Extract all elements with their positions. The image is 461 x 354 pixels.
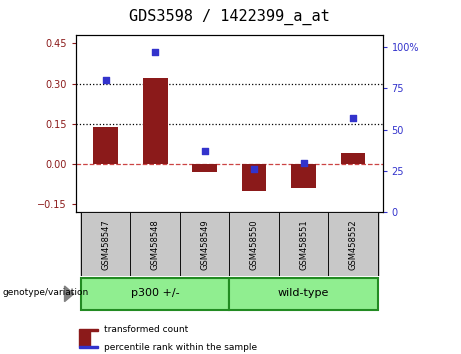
Bar bbox=[180, 212, 230, 276]
Point bbox=[102, 77, 109, 83]
Text: GSM458552: GSM458552 bbox=[349, 219, 357, 270]
Bar bbox=[242, 164, 266, 191]
Bar bbox=[79, 346, 98, 348]
Bar bbox=[291, 164, 316, 188]
Text: wild-type: wild-type bbox=[278, 288, 329, 298]
Bar bbox=[143, 78, 167, 164]
Point bbox=[201, 148, 208, 154]
Text: transformed count: transformed count bbox=[104, 325, 188, 334]
Text: GSM458551: GSM458551 bbox=[299, 219, 308, 270]
Bar bbox=[94, 127, 118, 164]
Point bbox=[152, 49, 159, 55]
Bar bbox=[230, 278, 378, 310]
Bar bbox=[81, 278, 229, 310]
Bar bbox=[192, 164, 217, 172]
Point bbox=[250, 167, 258, 172]
Text: GSM458549: GSM458549 bbox=[200, 219, 209, 270]
Bar bbox=[130, 212, 180, 276]
Text: GSM458550: GSM458550 bbox=[249, 219, 259, 270]
Text: GSM458547: GSM458547 bbox=[101, 219, 110, 270]
Text: p300 +/-: p300 +/- bbox=[131, 288, 179, 298]
Bar bbox=[79, 329, 98, 331]
Polygon shape bbox=[65, 286, 74, 302]
Bar bbox=[341, 153, 365, 164]
Bar bbox=[279, 212, 328, 276]
Text: GDS3598 / 1422399_a_at: GDS3598 / 1422399_a_at bbox=[129, 8, 330, 25]
Bar bbox=[79, 331, 90, 346]
Point bbox=[349, 115, 357, 121]
Text: genotype/variation: genotype/variation bbox=[2, 287, 89, 297]
Text: percentile rank within the sample: percentile rank within the sample bbox=[104, 343, 257, 352]
Bar bbox=[230, 212, 279, 276]
Text: GSM458548: GSM458548 bbox=[151, 219, 160, 270]
Point bbox=[300, 160, 307, 166]
Bar bbox=[81, 212, 130, 276]
Bar bbox=[328, 212, 378, 276]
